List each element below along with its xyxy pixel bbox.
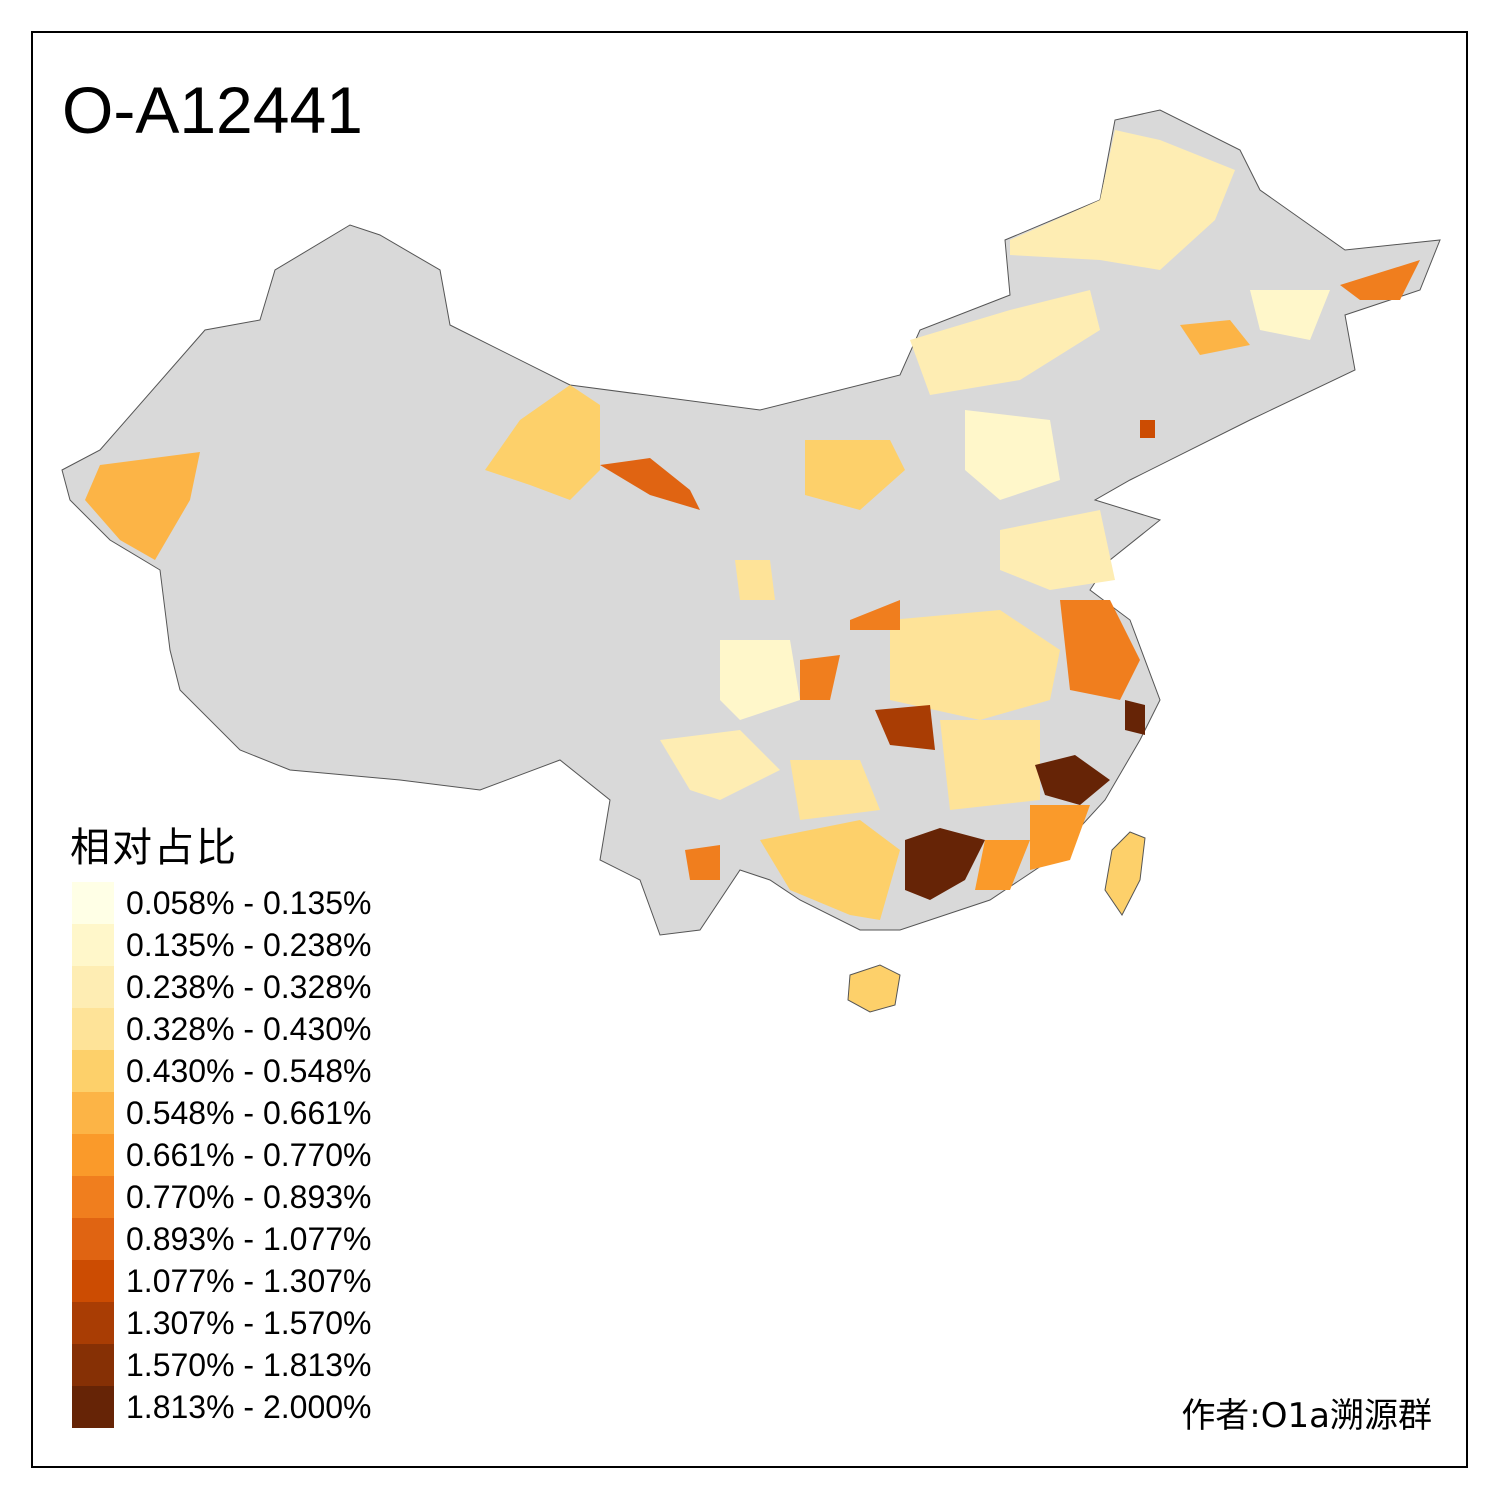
legend-item: 0.328% - 0.430% <box>72 1008 372 1050</box>
region <box>910 290 1100 395</box>
legend-label: 0.893% - 1.077% <box>126 1220 372 1257</box>
legend-item: 1.077% - 1.307% <box>72 1260 372 1302</box>
legend-swatch <box>72 1218 114 1260</box>
region <box>660 730 780 800</box>
region <box>1030 805 1090 870</box>
region <box>1125 700 1145 735</box>
author-credit: 作者:O1a溯源群 <box>1181 1396 1432 1436</box>
legend-swatch <box>72 1344 114 1386</box>
region <box>760 820 900 920</box>
region <box>965 410 1060 500</box>
legend-label: 0.135% - 0.238% <box>126 926 372 963</box>
legend-label: 0.238% - 0.328% <box>126 968 372 1005</box>
legend-label: 0.430% - 0.548% <box>126 1052 372 1089</box>
legend-swatch <box>72 1092 114 1134</box>
legend-swatch <box>72 1134 114 1176</box>
legend-label: 1.077% - 1.307% <box>126 1262 372 1299</box>
region <box>1060 600 1140 700</box>
legend-label: 1.307% - 1.570% <box>126 1304 372 1341</box>
legend: 0.058% - 0.135% 0.135% - 0.238% 0.238% - 0… <box>72 882 372 1428</box>
legend-swatch <box>72 924 114 966</box>
region <box>890 610 1060 720</box>
legend-item: 0.058% - 0.135% <box>72 882 372 924</box>
region <box>905 828 985 900</box>
legend-item: 0.548% - 0.661% <box>72 1092 372 1134</box>
region <box>940 720 1040 810</box>
legend-label: 0.058% - 0.135% <box>126 884 372 921</box>
map-frame <box>31 31 1468 1468</box>
map-title: O-A12441 <box>62 73 363 147</box>
region <box>875 705 935 750</box>
legend-swatch <box>72 882 114 924</box>
region <box>1035 755 1110 805</box>
legend-label: 0.548% - 0.661% <box>126 1094 372 1131</box>
china-outline <box>61 109 1441 936</box>
legend-label: 0.661% - 0.770% <box>126 1136 372 1173</box>
legend-label: 1.570% - 1.813% <box>126 1346 372 1383</box>
region <box>800 655 840 700</box>
legend-swatch <box>72 1302 114 1344</box>
legend-swatch <box>72 1176 114 1218</box>
legend-swatch <box>72 1260 114 1302</box>
region <box>485 385 600 500</box>
legend-item: 1.307% - 1.570% <box>72 1302 372 1344</box>
region <box>850 600 900 630</box>
region <box>1000 510 1115 590</box>
region <box>1010 130 1235 270</box>
legend-item: 0.430% - 0.548% <box>72 1050 372 1092</box>
legend-label: 0.770% - 0.893% <box>126 1178 372 1215</box>
region <box>685 845 720 880</box>
legend-label: 1.813% - 2.000% <box>126 1388 372 1425</box>
legend-swatch <box>72 966 114 1008</box>
legend-swatch <box>72 1386 114 1428</box>
region <box>720 640 800 720</box>
region <box>790 760 880 820</box>
legend-item: 0.661% - 0.770% <box>72 1134 372 1176</box>
region <box>975 840 1030 890</box>
region <box>1250 290 1330 340</box>
legend-item: 0.893% - 1.077% <box>72 1218 372 1260</box>
region <box>805 440 905 510</box>
legend-label: 0.328% - 0.430% <box>126 1010 372 1047</box>
legend-item: 1.813% - 2.000% <box>72 1386 372 1428</box>
taiwan-island <box>1104 831 1146 916</box>
hainan-island <box>847 964 901 1013</box>
region <box>1180 320 1250 355</box>
region <box>600 458 700 510</box>
legend-title: 相对占比 <box>70 825 238 871</box>
region <box>85 452 200 560</box>
region <box>735 560 775 600</box>
region <box>1340 260 1420 300</box>
legend-item: 1.570% - 1.813% <box>72 1344 372 1386</box>
region <box>1140 420 1155 438</box>
legend-item: 0.135% - 0.238% <box>72 924 372 966</box>
legend-swatch <box>72 1008 114 1050</box>
legend-item: 0.770% - 0.893% <box>72 1176 372 1218</box>
legend-item: 0.238% - 0.328% <box>72 966 372 1008</box>
legend-swatch <box>72 1050 114 1092</box>
regions <box>85 130 1420 920</box>
